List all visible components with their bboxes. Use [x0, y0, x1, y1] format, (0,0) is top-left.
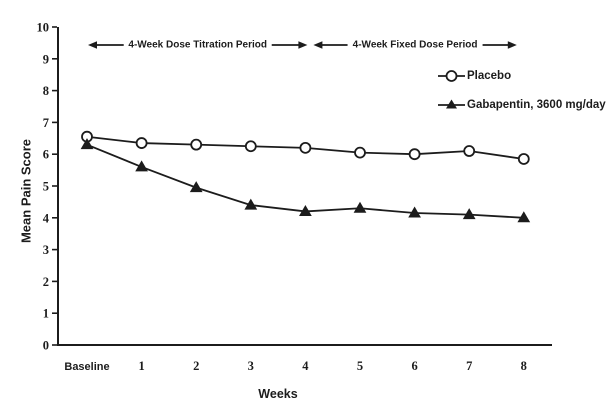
svg-text:3: 3: [248, 359, 254, 373]
svg-text:10: 10: [37, 21, 50, 35]
svg-text:7: 7: [43, 116, 49, 130]
svg-text:1: 1: [43, 307, 49, 321]
svg-text:1: 1: [138, 359, 144, 373]
legend-label-placebo: Placebo: [467, 70, 512, 82]
open-circle-marker-icon: [438, 70, 465, 82]
svg-text:4: 4: [302, 359, 309, 373]
axes: 0 1 2 3 4 5 6 7 8 9 10 Baseline 1 2 3 4 5 6 7 8: [37, 21, 552, 373]
svg-text:7: 7: [466, 359, 472, 373]
svg-text:Baseline: Baseline: [64, 361, 109, 373]
svg-text:6: 6: [411, 359, 417, 373]
svg-text:0: 0: [43, 339, 49, 353]
svg-text:9: 9: [43, 52, 49, 66]
y-axis-title: Mean Pain Score: [18, 138, 34, 244]
filled-triangle-marker-icon: [438, 99, 465, 109]
x-axis-title: Weeks: [258, 387, 298, 401]
svg-text:2: 2: [193, 359, 199, 373]
legend-item-gabapentin: Gabapentin, 3600 mg/day: [438, 95, 606, 115]
data-series: [80, 130, 531, 223]
svg-text:6: 6: [43, 148, 49, 162]
svg-text:8: 8: [521, 359, 527, 373]
svg-text:5: 5: [43, 180, 49, 194]
legend: Placebo Gabapentin, 3600 mg/day: [438, 66, 606, 124]
legend-label-gabapentin: Gabapentin, 3600 mg/day: [467, 99, 606, 111]
annotation-fixed-dose-period: 4-Week Fixed Dose Period: [347, 39, 483, 51]
svg-text:3: 3: [43, 243, 49, 257]
svg-text:4: 4: [43, 211, 50, 225]
legend-item-placebo: Placebo: [438, 66, 606, 86]
svg-text:2: 2: [43, 275, 49, 289]
annotation-dose-titration-period: 4-Week Dose Titration Period: [123, 39, 272, 51]
svg-text:8: 8: [43, 84, 49, 98]
svg-text:5: 5: [357, 359, 363, 373]
